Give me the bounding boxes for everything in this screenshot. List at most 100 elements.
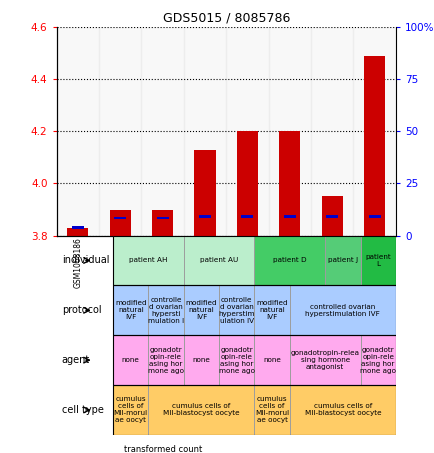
Bar	[113, 236, 184, 285]
Bar	[289, 335, 360, 385]
Bar	[219, 285, 254, 335]
Bar	[254, 385, 289, 435]
Bar	[115, 445, 121, 453]
Text: cell type: cell type	[62, 405, 103, 415]
Bar	[199, 215, 210, 218]
Bar	[148, 335, 184, 385]
Text: cumulus
cells of
MII-morul
ae oocyt: cumulus cells of MII-morul ae oocyt	[254, 396, 289, 424]
Text: modified
natural
IVF: modified natural IVF	[185, 300, 217, 320]
Bar	[114, 217, 126, 219]
Bar	[148, 385, 254, 435]
Title: GDS5015 / 8085786: GDS5015 / 8085786	[162, 12, 289, 24]
Text: agent: agent	[62, 355, 90, 365]
Text: none: none	[192, 357, 210, 363]
Bar	[148, 335, 184, 385]
Bar	[268, 27, 310, 236]
Bar	[113, 285, 148, 335]
Bar	[99, 27, 141, 236]
Bar	[360, 236, 395, 285]
Text: transformed count: transformed count	[123, 445, 201, 453]
Bar	[289, 385, 395, 435]
Text: controlled ovarian
hyperstimulation IVF: controlled ovarian hyperstimulation IVF	[305, 304, 379, 317]
Text: modified
natural
IVF: modified natural IVF	[256, 300, 287, 320]
Bar	[289, 285, 395, 335]
Bar	[184, 335, 219, 385]
Text: none: none	[263, 357, 280, 363]
Bar	[141, 27, 184, 236]
Text: gonadotr
opin-rele
asing hor
mone ago: gonadotr opin-rele asing hor mone ago	[218, 347, 254, 374]
Bar	[241, 215, 253, 218]
Bar	[113, 335, 148, 385]
Bar	[184, 285, 219, 335]
Bar	[184, 236, 254, 285]
Bar	[360, 335, 395, 385]
Bar	[254, 335, 289, 385]
Text: patient AU: patient AU	[200, 257, 238, 264]
Bar	[236, 131, 257, 236]
Bar	[289, 335, 360, 385]
Bar	[184, 285, 219, 335]
Bar	[226, 27, 268, 236]
Text: protocol: protocol	[62, 305, 101, 315]
Bar	[109, 209, 131, 236]
Bar	[279, 131, 300, 236]
Bar	[148, 285, 184, 335]
Bar	[254, 236, 325, 285]
Bar	[321, 197, 342, 236]
Bar	[325, 236, 360, 285]
Bar	[194, 149, 215, 236]
Bar	[113, 285, 395, 335]
Text: gonadotr
opin-rele
asing hor
mone ago: gonadotr opin-rele asing hor mone ago	[148, 347, 184, 374]
Bar	[113, 385, 148, 435]
Bar	[184, 335, 219, 385]
Bar	[283, 215, 295, 218]
Bar	[148, 385, 254, 435]
Bar	[113, 385, 148, 435]
Bar	[360, 236, 395, 285]
Bar	[56, 27, 99, 236]
Bar	[113, 335, 148, 385]
Text: controlle
d ovarian
hyperstim
ulation IV: controlle d ovarian hyperstim ulation IV	[218, 297, 254, 324]
Bar	[72, 226, 83, 229]
Bar	[325, 236, 360, 285]
Bar	[219, 285, 254, 335]
Text: patient D: patient D	[273, 257, 306, 264]
Bar	[67, 228, 88, 236]
Bar	[219, 335, 254, 385]
Text: patient J: patient J	[327, 257, 357, 264]
Bar	[360, 335, 395, 385]
Bar	[151, 209, 173, 236]
Text: cumulus
cells of
MII-morul
ae oocyt: cumulus cells of MII-morul ae oocyt	[113, 396, 148, 424]
Bar	[113, 385, 395, 435]
Bar	[289, 285, 395, 335]
Text: patient
L: patient L	[365, 254, 390, 267]
Bar	[289, 385, 395, 435]
Bar	[113, 236, 184, 285]
Bar	[326, 215, 337, 218]
Text: gonadotropin-relea
sing hormone
antagonist: gonadotropin-relea sing hormone antagoni…	[290, 350, 359, 370]
Text: controlle
d ovarian
hypersti
mulation I: controlle d ovarian hypersti mulation I	[148, 297, 184, 324]
Text: cumulus cells of
MII-blastocyst oocyte: cumulus cells of MII-blastocyst oocyte	[163, 404, 239, 416]
Text: patient AH: patient AH	[129, 257, 168, 264]
Bar	[353, 27, 395, 236]
Bar	[113, 335, 395, 385]
Bar	[363, 56, 385, 236]
Bar	[156, 217, 168, 219]
Text: individual: individual	[62, 255, 109, 265]
Bar	[254, 385, 289, 435]
Bar	[113, 236, 395, 285]
Bar	[368, 215, 380, 218]
Text: modified
natural
IVF: modified natural IVF	[115, 300, 146, 320]
Bar	[148, 285, 184, 335]
Text: gonadotr
opin-rele
asing hor
mone ago: gonadotr opin-rele asing hor mone ago	[359, 347, 395, 374]
Text: none: none	[122, 357, 139, 363]
Bar	[254, 236, 325, 285]
Bar	[183, 27, 226, 236]
Bar	[254, 285, 289, 335]
Bar	[113, 285, 148, 335]
Text: cumulus cells of
MII-blastocyst oocyte: cumulus cells of MII-blastocyst oocyte	[304, 404, 380, 416]
Bar	[219, 335, 254, 385]
Bar	[254, 285, 289, 335]
Bar	[310, 27, 353, 236]
Bar	[254, 335, 289, 385]
